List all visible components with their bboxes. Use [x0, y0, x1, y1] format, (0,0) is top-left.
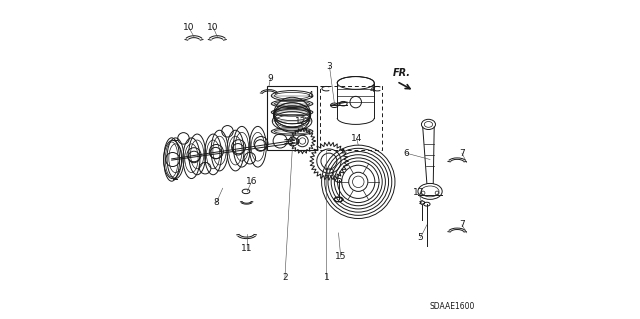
Text: 2: 2	[282, 273, 288, 282]
Text: 14: 14	[351, 134, 362, 143]
Text: 10: 10	[207, 23, 219, 32]
Text: 10: 10	[183, 23, 195, 32]
Text: 4: 4	[370, 85, 376, 94]
Text: 12: 12	[295, 117, 307, 126]
Text: SDAAE1600: SDAAE1600	[429, 302, 475, 311]
Text: 11: 11	[241, 244, 252, 253]
Text: 17: 17	[413, 189, 425, 197]
Bar	[320, 86, 382, 150]
Text: 13: 13	[324, 169, 335, 178]
Text: 7: 7	[459, 220, 465, 229]
Text: 5: 5	[418, 233, 424, 242]
Text: 7: 7	[459, 149, 465, 158]
Text: 3: 3	[326, 63, 332, 71]
Text: 9: 9	[268, 74, 273, 83]
Text: FR.: FR.	[393, 68, 411, 78]
Text: 4: 4	[308, 91, 313, 100]
Text: 16: 16	[246, 177, 257, 186]
Text: 1: 1	[323, 273, 329, 282]
Text: 15: 15	[335, 252, 346, 261]
Bar	[268, 86, 317, 150]
Text: 8: 8	[214, 198, 219, 207]
Text: 6: 6	[403, 149, 409, 158]
